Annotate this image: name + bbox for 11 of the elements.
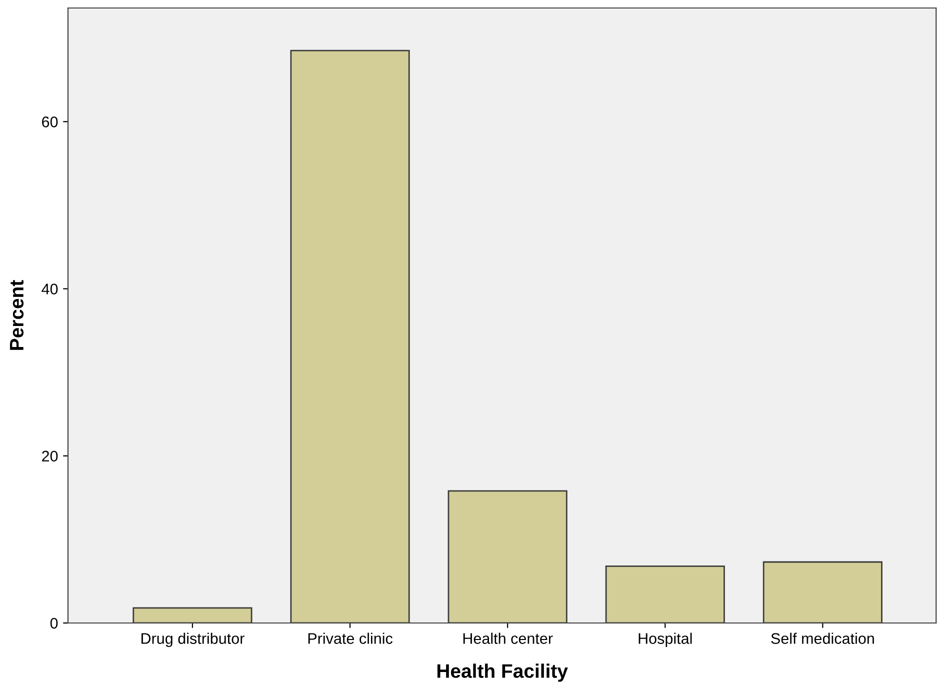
y-axis-title: Percent xyxy=(10,280,24,350)
x-tick-label: Hospital xyxy=(638,632,692,647)
x-tick-label: Drug distributor xyxy=(142,632,244,647)
x-tick-label: Self medication xyxy=(771,632,874,644)
y-tick-label: 60 xyxy=(42,116,58,128)
y-tick-label: 0 xyxy=(50,618,58,629)
y-tick-label: 20 xyxy=(42,450,58,462)
y-tick-label: 40 xyxy=(42,284,58,294)
x-tick-label: Private clinic xyxy=(308,632,392,644)
x-axis-title: Health Facility xyxy=(437,664,568,682)
x-tick-label: Health center xyxy=(463,632,553,644)
